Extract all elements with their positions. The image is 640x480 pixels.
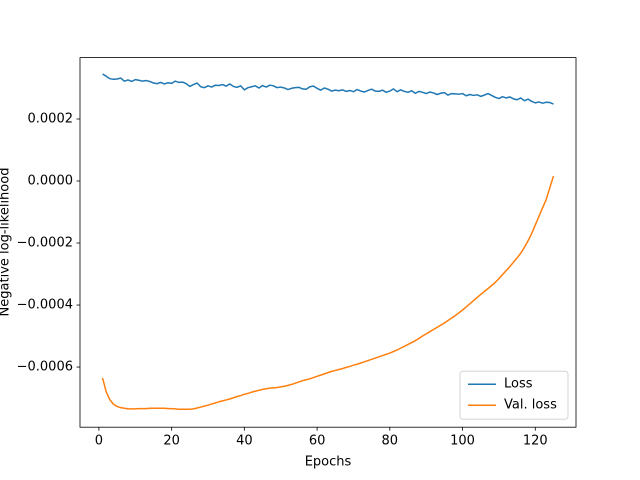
y-axis-label: Negative log-likelihood	[0, 168, 13, 317]
y-tick-label: −0.0006	[17, 360, 73, 375]
legend-label: Val. loss	[504, 398, 557, 413]
y-tick-label: 0.0002	[28, 111, 74, 126]
x-tick-label: 120	[523, 434, 548, 449]
x-tick-label: 40	[236, 434, 253, 449]
x-tick-label: 80	[382, 434, 399, 449]
x-tick-label: 60	[309, 434, 326, 449]
legend-box	[459, 370, 569, 420]
legend-label: Loss	[504, 377, 533, 392]
x-tick-label: 20	[163, 434, 180, 449]
y-tick-label: −0.0004	[17, 298, 73, 313]
line	[102, 73, 554, 105]
y-tick-label: 0.0000	[28, 174, 74, 189]
plot-frame	[79, 57, 577, 428]
x-tick-label: 0	[95, 434, 103, 449]
y-tick-label: −0.0002	[17, 236, 73, 251]
x-axis-label: Epochs	[305, 455, 352, 470]
x-tick-label: 100	[450, 434, 475, 449]
line	[101, 175, 555, 410]
